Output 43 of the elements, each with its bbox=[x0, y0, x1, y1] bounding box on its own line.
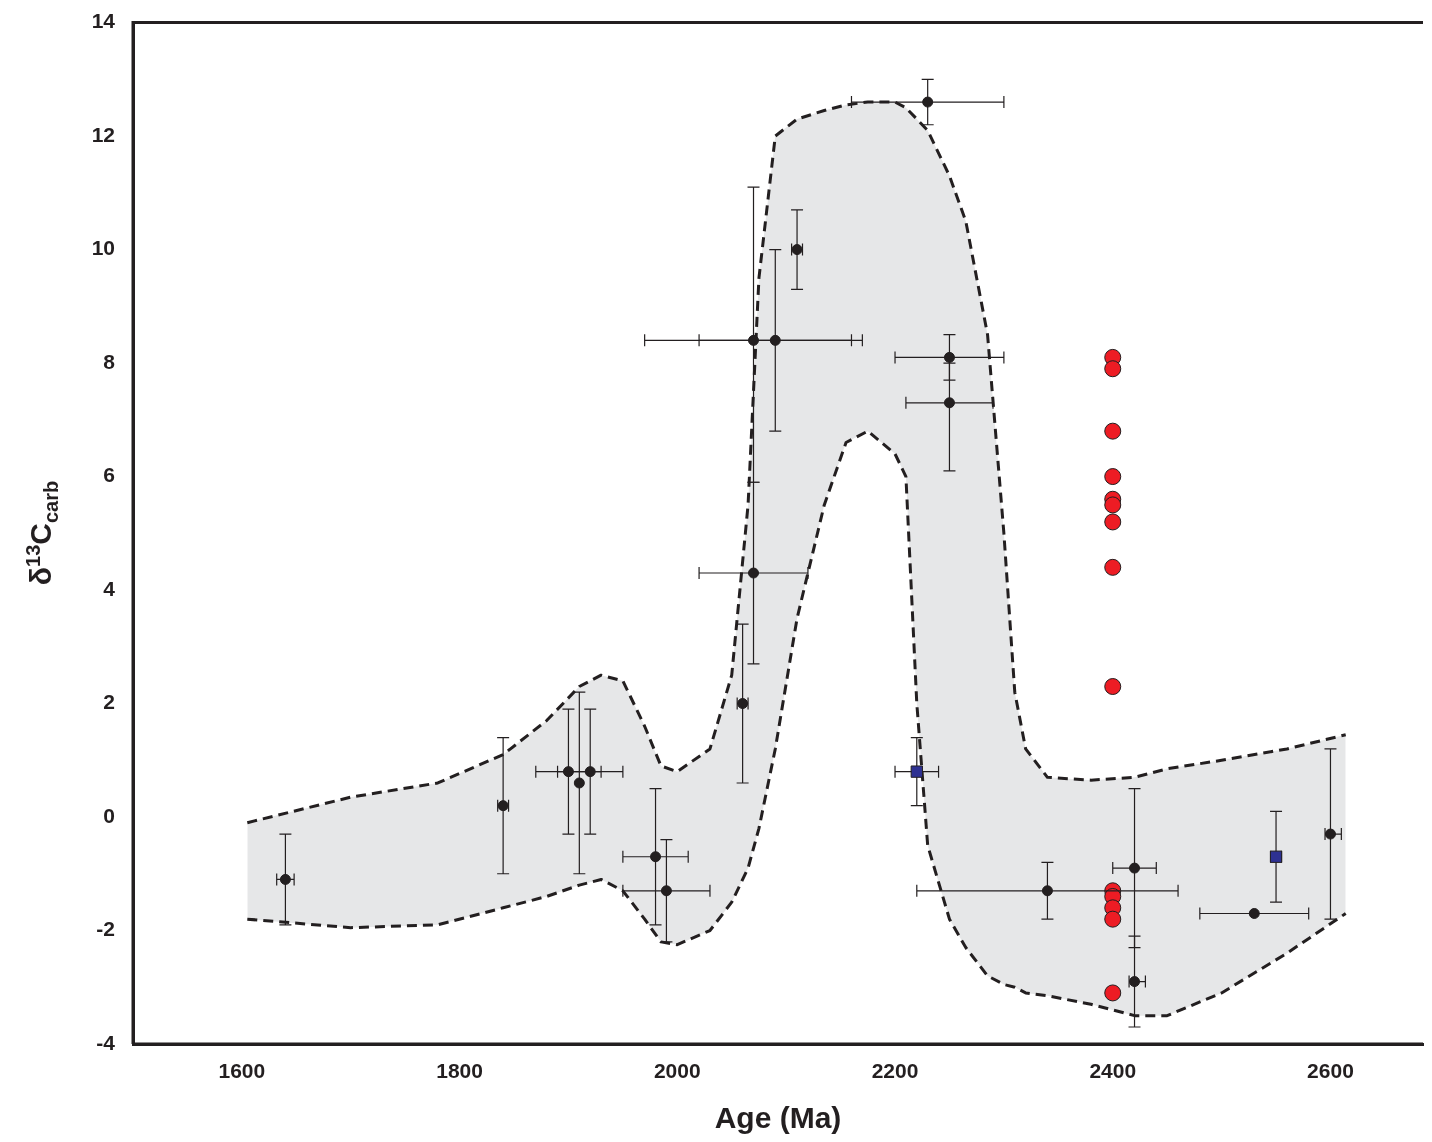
point bbox=[922, 96, 934, 108]
point bbox=[748, 334, 760, 346]
y-tick-label: 2 bbox=[103, 690, 115, 714]
point bbox=[910, 765, 923, 778]
point bbox=[1104, 678, 1122, 696]
x-tick-label: 2000 bbox=[653, 1059, 701, 1083]
y-tick-label: 12 bbox=[91, 122, 115, 146]
x-tick-label: 1800 bbox=[436, 1059, 483, 1083]
point bbox=[1129, 976, 1141, 988]
point bbox=[1248, 907, 1260, 919]
point bbox=[1129, 862, 1141, 874]
point bbox=[769, 334, 781, 346]
point bbox=[1104, 468, 1122, 486]
point bbox=[1324, 828, 1336, 840]
point bbox=[1041, 885, 1053, 897]
x-tick-label: 2200 bbox=[871, 1059, 919, 1083]
x-tick-label: 1600 bbox=[218, 1059, 266, 1083]
point bbox=[660, 885, 672, 897]
point bbox=[1104, 558, 1122, 576]
y-tick-label: 6 bbox=[103, 463, 115, 487]
point bbox=[1104, 422, 1122, 440]
point bbox=[943, 397, 955, 409]
point bbox=[1104, 496, 1122, 514]
point bbox=[943, 351, 955, 363]
y-tick-label: -2 bbox=[96, 917, 115, 941]
point bbox=[1104, 513, 1122, 531]
point bbox=[650, 851, 662, 863]
y-tick-label: 14 bbox=[91, 9, 116, 33]
point bbox=[1104, 360, 1122, 378]
point bbox=[584, 766, 596, 778]
point bbox=[1104, 910, 1122, 928]
point bbox=[573, 777, 585, 789]
y-tick-label: -4 bbox=[96, 1030, 116, 1054]
y-tick-label: 8 bbox=[103, 349, 116, 373]
y-tick-label: 10 bbox=[91, 236, 115, 260]
y-tick-label: 0 bbox=[103, 803, 115, 827]
point bbox=[1104, 984, 1122, 1002]
x-axis-title: Age (Ma) bbox=[714, 1101, 842, 1135]
point bbox=[562, 766, 574, 778]
point bbox=[748, 567, 760, 579]
x-tick-label: 2400 bbox=[1089, 1059, 1137, 1083]
x-tick-label: 2600 bbox=[1307, 1059, 1354, 1083]
y-tick-label: 4 bbox=[103, 576, 116, 600]
